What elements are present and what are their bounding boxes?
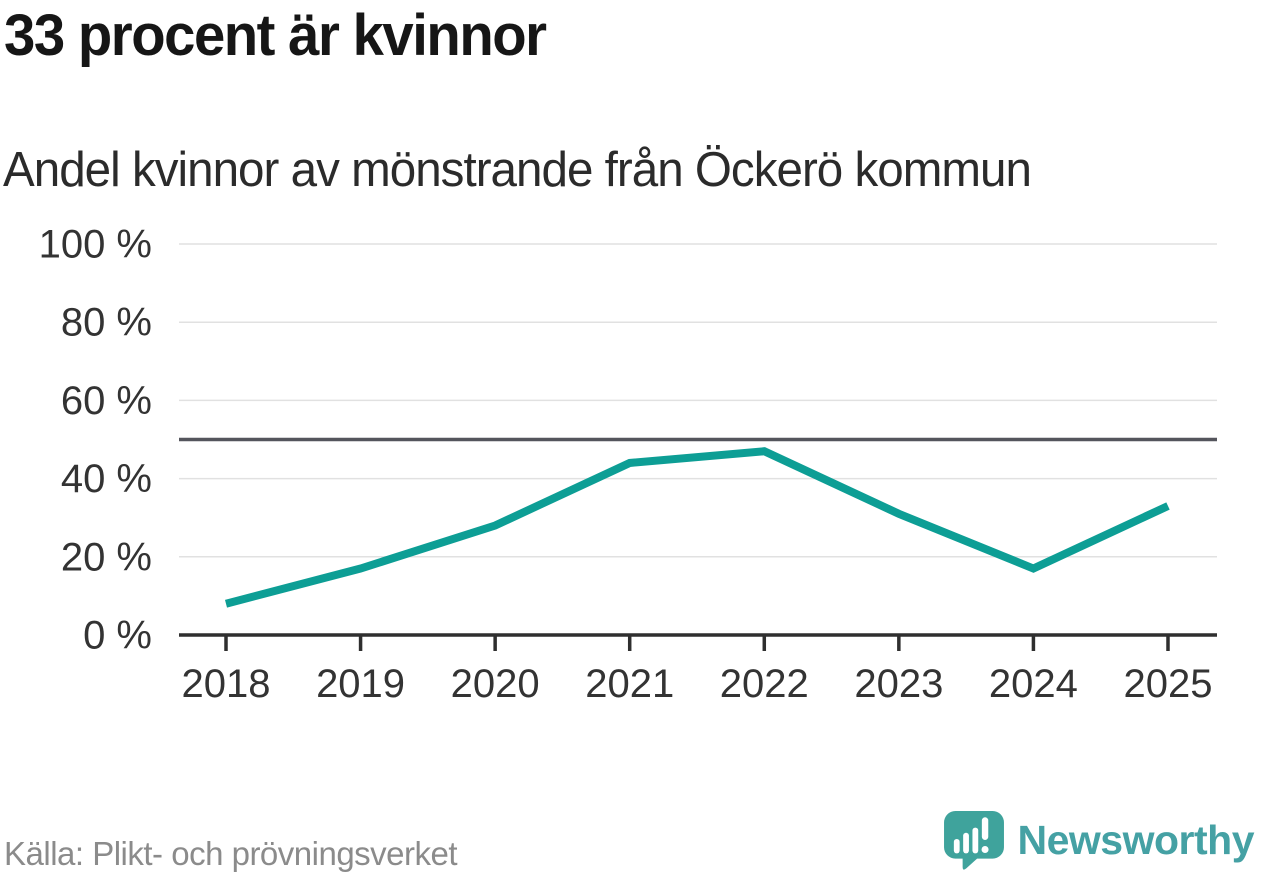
logo-bar-large (971, 827, 978, 854)
logo-bar-small (953, 838, 960, 854)
x-axis-label: 2024 (989, 662, 1078, 706)
x-axis-label: 2022 (720, 662, 809, 706)
chart-subtitle: Andel kvinnor av mönstrande från Öckerö … (3, 143, 1032, 197)
logo-exclamation-bar (981, 817, 988, 840)
x-axis-label: 2020 (451, 662, 540, 706)
y-axis-label: 60 % (61, 379, 152, 423)
x-axis-label: 2021 (585, 662, 674, 706)
line-chart: 0 % 20 % 40 % 60 % 80 % 100 % 2018 2019 2020 2021… (39, 223, 1217, 706)
data-line-andel-kvinnor-av-m-nstrande (224, 447, 1170, 608)
y-axis-label: 20 % (61, 535, 152, 579)
y-axis-label: 0 % (83, 614, 152, 658)
logo-exclamation-dot (981, 845, 989, 854)
y-axis-label: 40 % (61, 457, 152, 501)
y-axis-label: 100 % (39, 223, 152, 267)
newsworthy-logo: Newsworthy (943, 810, 1255, 871)
chart-title: 33 procent är kvinnor (4, 3, 547, 68)
logo-bar-medium (962, 832, 969, 854)
x-axis-label: 2025 (1123, 662, 1212, 706)
x-axis-label: 2023 (854, 662, 943, 706)
source-note: Källa: Plikt- och prövningsverket (4, 835, 458, 872)
newsworthy-logo-icon (943, 811, 1004, 870)
newsworthy-logo-text: Newsworthy (1017, 817, 1255, 863)
x-axis-label: 2018 (182, 662, 271, 706)
y-axis-label: 80 % (61, 301, 152, 345)
x-axis-label: 2019 (316, 662, 405, 706)
